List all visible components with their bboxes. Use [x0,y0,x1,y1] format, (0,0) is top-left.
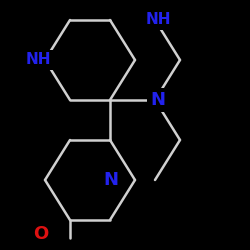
Text: O: O [34,225,49,243]
Text: N: N [150,91,165,109]
Text: NH: NH [146,12,172,28]
Text: NH: NH [26,52,52,68]
Text: N: N [104,171,119,189]
